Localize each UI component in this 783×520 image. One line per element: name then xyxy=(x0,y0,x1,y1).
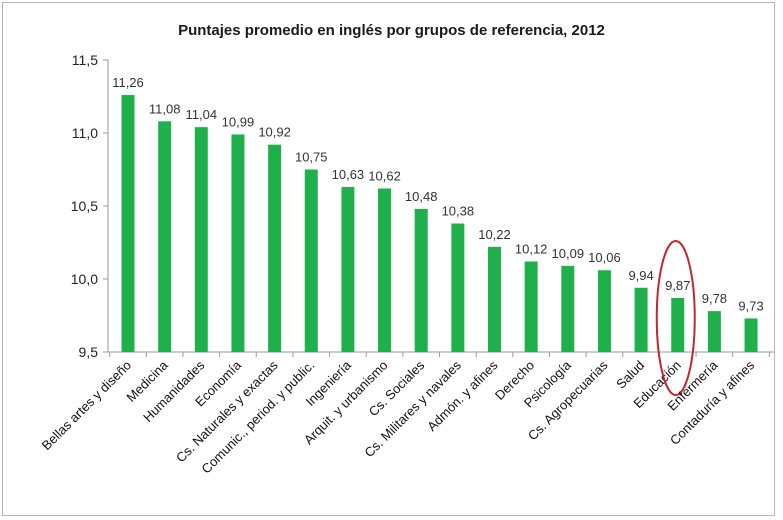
data-label: 9,94 xyxy=(628,268,653,283)
data-label: 10,63 xyxy=(332,167,365,182)
data-label: 10,12 xyxy=(515,241,548,256)
bar xyxy=(304,169,318,352)
data-label: 9,73 xyxy=(738,298,763,313)
bar xyxy=(524,261,538,352)
highlight-ellipse xyxy=(655,240,696,396)
data-label: 10,92 xyxy=(258,125,291,140)
bar xyxy=(341,187,355,352)
data-label: 10,75 xyxy=(295,150,328,165)
data-label: 11,26 xyxy=(112,75,144,90)
x-tick-label: Salud xyxy=(613,358,647,392)
bar xyxy=(194,127,208,352)
bars xyxy=(121,95,758,352)
bar xyxy=(414,208,428,352)
x-tick-label: Bellas artes y diseño xyxy=(39,358,134,453)
y-tick-label: 11,0 xyxy=(72,125,98,141)
bar xyxy=(671,297,685,352)
y-tick-label: 10,5 xyxy=(71,198,98,214)
y-tick-label: 10,0 xyxy=(71,271,98,287)
bar xyxy=(488,246,501,352)
data-label: 10,99 xyxy=(222,114,255,129)
data-label: 10,09 xyxy=(552,246,585,261)
axes: 9,5 10,0 10,5 11,0 11,5 xyxy=(71,52,775,360)
bar xyxy=(634,287,648,352)
bar xyxy=(378,188,392,352)
data-label: 11,08 xyxy=(149,101,181,116)
data-label: 10,48 xyxy=(405,189,438,204)
y-tick-label: 9,5 xyxy=(79,344,99,360)
data-label: 9,78 xyxy=(702,291,727,306)
y-tick-label: 11,5 xyxy=(72,52,98,68)
bar xyxy=(121,95,135,352)
bar xyxy=(561,265,575,352)
bar xyxy=(597,270,611,352)
data-label: 10,06 xyxy=(588,250,621,265)
chart-title: Puntajes promedio en inglés por grupos d… xyxy=(178,22,605,39)
data-label: 10,62 xyxy=(368,168,401,183)
bar xyxy=(744,318,758,352)
bar xyxy=(268,144,282,352)
data-label: 10,22 xyxy=(478,227,511,242)
data-label: 9,87 xyxy=(665,278,690,293)
bar xyxy=(231,134,245,352)
data-label: 10,38 xyxy=(442,204,475,219)
data-label: 11,04 xyxy=(186,107,218,122)
bar xyxy=(451,223,465,352)
bar xyxy=(707,311,721,352)
bar xyxy=(158,121,172,352)
